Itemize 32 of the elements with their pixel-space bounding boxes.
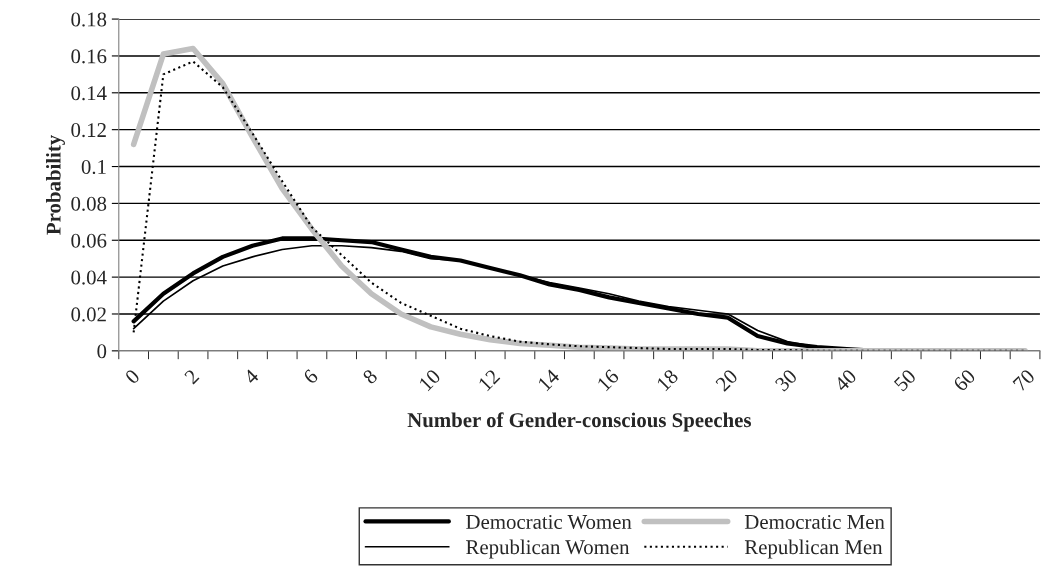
legend-label: Republican Men xyxy=(744,539,883,559)
x-tick-label: 40 xyxy=(833,368,858,393)
legend-label: Democratic Women xyxy=(466,514,632,530)
x-tick-label: 70 xyxy=(1012,368,1036,392)
x-axis-title: Number of Gender-conscious Speeches xyxy=(407,412,751,432)
y-tick-label: 0 xyxy=(97,344,107,359)
x-tick-label: 16 xyxy=(596,368,620,392)
x-tick-label: 6 xyxy=(302,368,319,385)
y-axis-title: Probability xyxy=(46,134,65,235)
y-tick-label: 0.06 xyxy=(71,233,107,248)
x-tick-label: 12 xyxy=(477,368,501,392)
x-tick-label: 60 xyxy=(952,368,977,392)
y-tick-label: 0.04 xyxy=(71,270,107,285)
legend-label: Democratic Men xyxy=(744,514,885,529)
x-tick-label: 4 xyxy=(242,368,260,385)
x-tick-label: 14 xyxy=(537,368,561,392)
x-tick-label: 8 xyxy=(361,368,379,385)
y-tick-label: 0.12 xyxy=(71,123,106,138)
x-tick-label: 0 xyxy=(124,368,141,385)
y-tick-label: 0.16 xyxy=(71,49,107,64)
y-tick-label: 0.18 xyxy=(71,12,107,27)
x-tick-label: 18 xyxy=(656,368,679,392)
y-tick-label: 0.02 xyxy=(71,307,106,322)
y-tick-label: 0.1 xyxy=(81,159,106,175)
x-tick-label: 20 xyxy=(714,368,739,392)
y-tick-label: 0.08 xyxy=(71,196,107,211)
x-tick-label: 2 xyxy=(183,368,200,385)
legend-label: Republican Women xyxy=(466,539,630,559)
x-tick-label: 30 xyxy=(774,368,798,392)
y-tick-label: 0.14 xyxy=(71,86,107,101)
x-tick-label: 10 xyxy=(418,368,442,392)
x-tick-label: 50 xyxy=(893,368,917,392)
